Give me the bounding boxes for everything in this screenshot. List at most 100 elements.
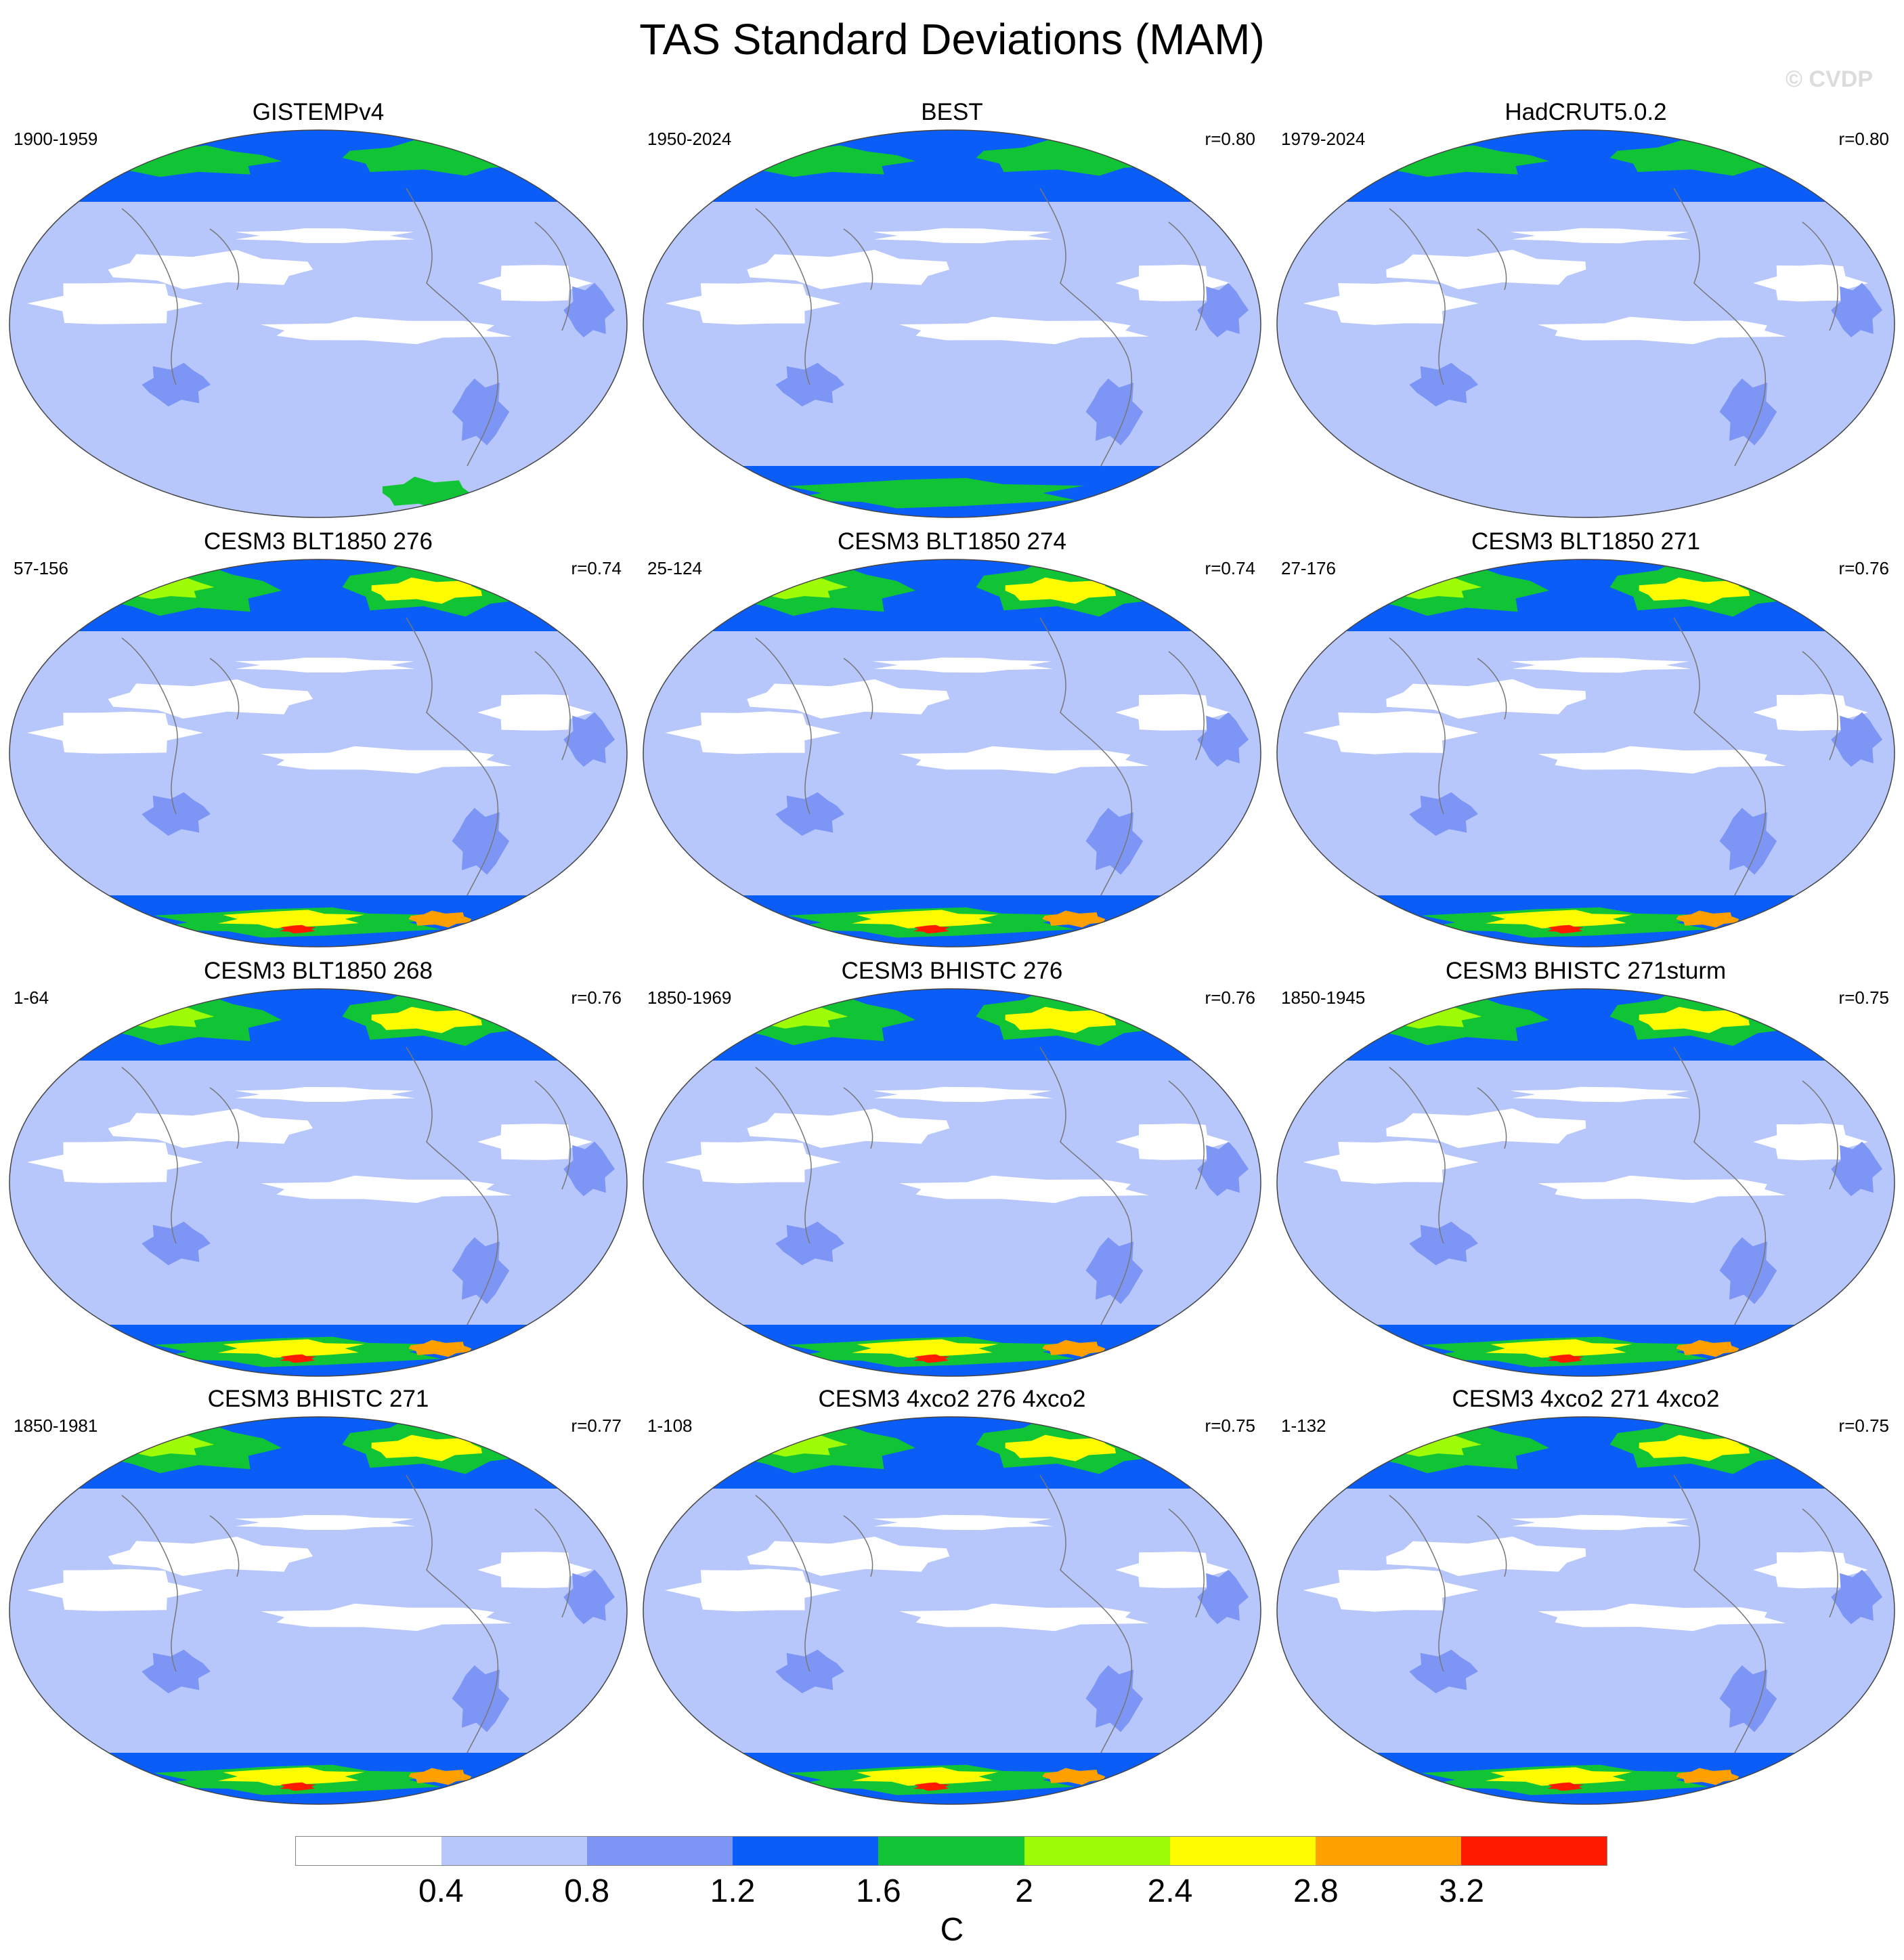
- low-variance-region: [1753, 1123, 1868, 1161]
- moderate-variance-region: [1197, 1141, 1249, 1197]
- panel-period: 1850-1969: [647, 987, 732, 1008]
- low-variance-region: [260, 746, 512, 774]
- panel-title: CESM3 BHISTC 276: [841, 958, 1063, 984]
- low-variance-region: [1538, 746, 1786, 774]
- high-variance-region: [1005, 577, 1116, 604]
- map-panel-bhistc-271sturm: CESM3 BHISTC 271sturm 1850-1945 r=0.75: [1274, 958, 1897, 1378]
- high-variance-region: [851, 910, 999, 929]
- low-variance-region: [234, 1515, 415, 1530]
- low-variance-region: [477, 694, 592, 731]
- moderate-variance-region: [1719, 807, 1777, 875]
- coastline: [755, 188, 1205, 467]
- map-panel-blt1850-274: CESM3 BLT1850 274 25-124 r=0.74: [641, 528, 1263, 948]
- antarctic-band: [1277, 480, 1895, 517]
- high-variance-region: [408, 1768, 472, 1785]
- low-variance-region: [899, 746, 1149, 774]
- high-variance-region: [217, 1339, 365, 1358]
- high-variance-region: [1639, 1434, 1750, 1462]
- panel-title: HadCRUT5.0.2: [1505, 99, 1667, 125]
- low-variance-region: [1386, 249, 1586, 290]
- cvdp-watermark: © CVDP: [1786, 66, 1873, 92]
- antarctic-band: [9, 466, 627, 517]
- map-outline: [9, 559, 628, 947]
- low-variance-region: [1303, 282, 1479, 325]
- high-variance-region: [217, 1767, 365, 1786]
- arctic-band: [643, 1417, 1261, 1489]
- arctic-band: [643, 989, 1261, 1061]
- moderate-variance-region: [452, 1665, 510, 1732]
- high-variance-region: [1676, 910, 1739, 928]
- colorbar-swatch: [733, 1837, 879, 1865]
- moderate-variance-region: [1085, 1237, 1144, 1304]
- high-variance-region: [1485, 1339, 1632, 1358]
- low-variance-region: [1303, 711, 1479, 754]
- peak-variance-region: [1547, 924, 1584, 934]
- world-map: [9, 129, 628, 518]
- moderate-variance-region: [1831, 282, 1883, 338]
- peak-variance-region: [1389, 1429, 1430, 1440]
- panel-title: CESM3 BLT1850 271: [1471, 528, 1700, 555]
- map-panel-best: BEST 1950-2024 r=0.80: [641, 99, 1263, 519]
- world-map: [643, 129, 1261, 518]
- panel-period: 25-124: [647, 558, 702, 578]
- map-outline: [643, 1416, 1261, 1805]
- panel-correlation: r=0.75: [1205, 1415, 1255, 1436]
- colorbar-tick-label: 2.4: [1147, 1873, 1193, 1909]
- panel-correlation: r=0.74: [1205, 558, 1255, 578]
- low-variance-region: [1538, 1175, 1786, 1203]
- peak-variance-region: [913, 1354, 950, 1363]
- panel-title: CESM3 4xco2 276 4xco2: [818, 1386, 1086, 1412]
- coastline: [755, 1046, 1205, 1325]
- high-variance-region: [1485, 910, 1632, 929]
- low-variance-region: [1509, 228, 1691, 244]
- arctic-band: [643, 130, 1261, 202]
- low-variance-region: [1753, 1551, 1868, 1589]
- arctic-band: [1277, 559, 1895, 631]
- panel-title: CESM3 4xco2 271 4xco2: [1452, 1386, 1720, 1412]
- panel-correlation: r=0.77: [571, 1415, 622, 1436]
- high-variance-region: [1005, 1006, 1116, 1034]
- low-variance-region: [27, 1569, 203, 1611]
- low-variance-region: [872, 1514, 1054, 1531]
- panel-correlation: r=0.76: [571, 987, 622, 1008]
- colorbar-swatch: [1315, 1837, 1461, 1865]
- map-outline: [9, 129, 628, 518]
- arctic-band: [9, 989, 627, 1061]
- map-outline: [643, 129, 1261, 518]
- low-variance-region: [1303, 1141, 1479, 1184]
- high-variance-region: [1639, 577, 1750, 604]
- panel-correlation: r=0.74: [571, 558, 622, 578]
- peak-variance-region: [122, 1429, 163, 1440]
- world-map: [1276, 988, 1895, 1377]
- peak-variance-region: [1547, 1782, 1584, 1791]
- moderate-variance-region: [1719, 378, 1777, 446]
- low-variance-region: [1115, 694, 1230, 731]
- low-variance-region: [747, 1108, 950, 1148]
- map-panel-hadcrut: HadCRUT5.0.2 1979-2024 r=0.80: [1274, 99, 1897, 519]
- panel-period: 1979-2024: [1281, 129, 1366, 149]
- low-variance-region: [108, 1109, 313, 1148]
- low-variance-region: [899, 1175, 1149, 1203]
- moderate-variance-region: [1085, 1665, 1144, 1732]
- map-panel-bhistc-271: CESM3 BHISTC 271 1850-1981 r=0.77: [7, 1386, 630, 1806]
- map-outline: [1276, 559, 1895, 947]
- low-variance-region: [1509, 1514, 1691, 1531]
- map-outline: [9, 988, 628, 1377]
- coastline: [121, 1474, 571, 1753]
- low-variance-region: [1753, 694, 1868, 731]
- arctic-band: [1277, 130, 1895, 202]
- world-map: [643, 1416, 1261, 1805]
- colorbar-tick-label: 1.6: [855, 1873, 901, 1909]
- panel-period: 1-108: [647, 1415, 693, 1436]
- low-variance-region: [872, 1086, 1054, 1103]
- low-variance-region: [899, 1603, 1149, 1632]
- panel-period: 1950-2024: [647, 129, 732, 149]
- low-variance-region: [1115, 1123, 1230, 1160]
- low-variance-region: [108, 250, 313, 289]
- arctic-band: [9, 130, 627, 202]
- coastline: [1389, 1046, 1838, 1325]
- peak-variance-region: [280, 1782, 316, 1791]
- colorbar-units: C: [940, 1912, 964, 1948]
- panel-title: CESM3 BLT1850 276: [204, 528, 433, 555]
- high-variance-region: [779, 477, 1084, 509]
